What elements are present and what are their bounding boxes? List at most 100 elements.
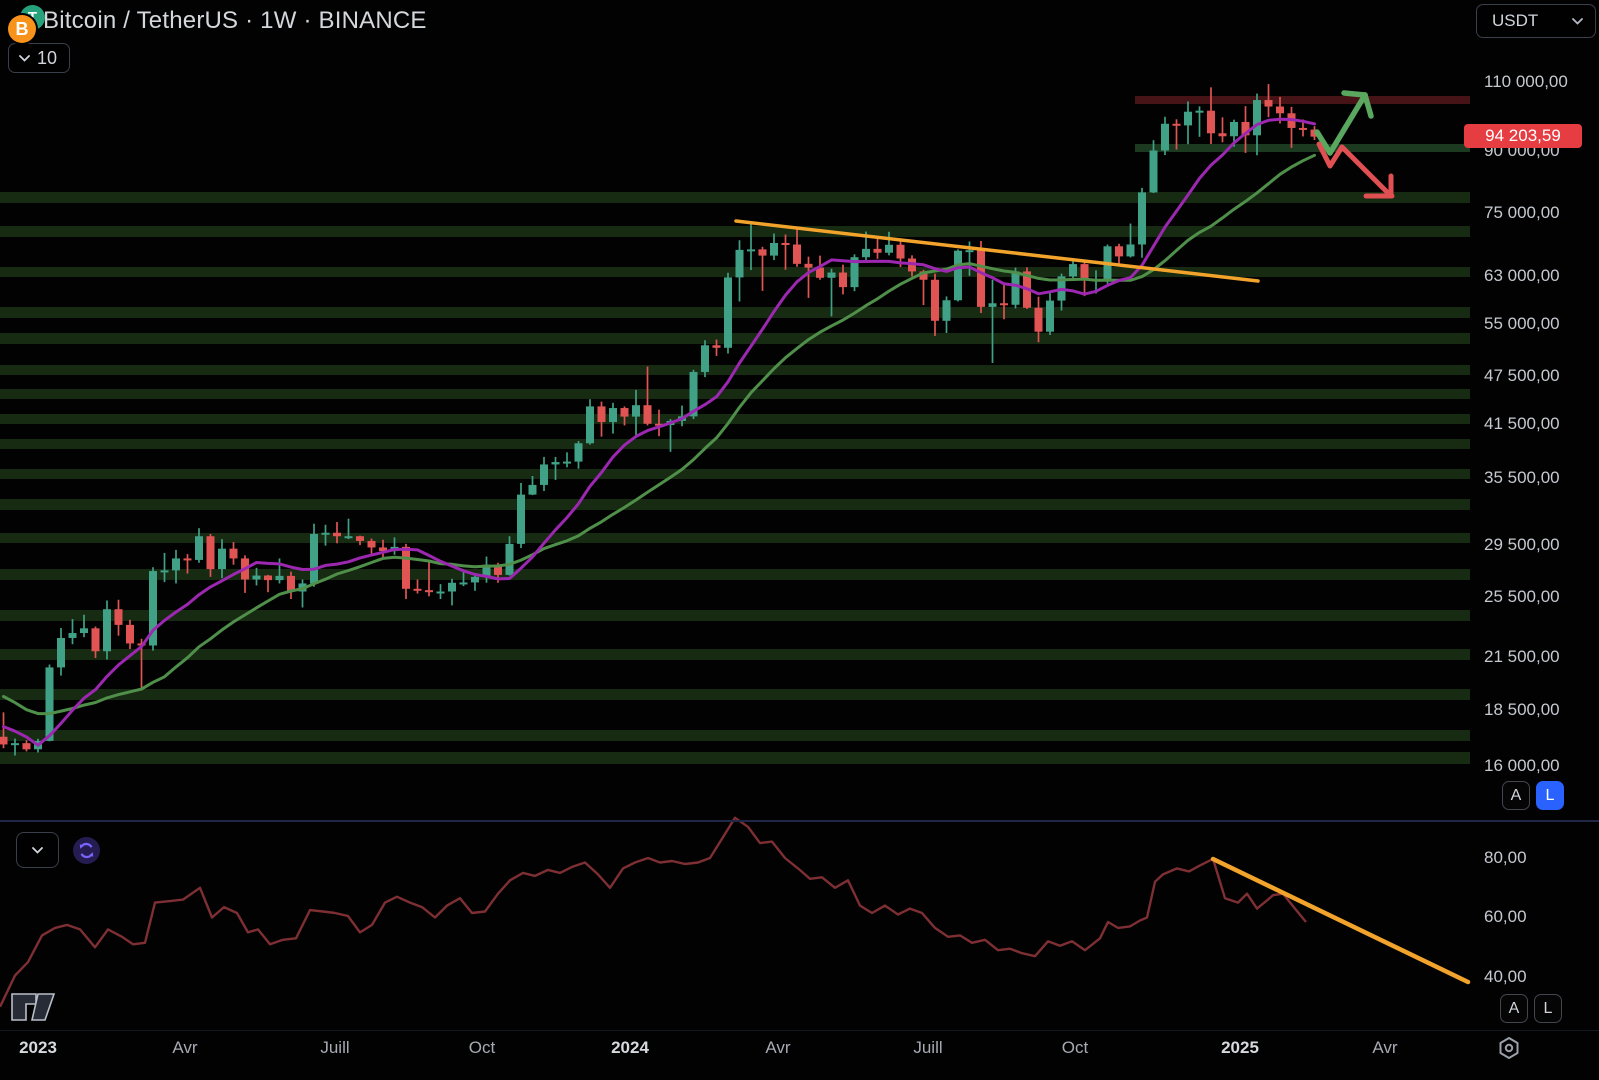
- candle: [839, 272, 847, 288]
- price-axis-label: 18 500,00: [1484, 700, 1560, 719]
- indicator-refresh-icon[interactable]: [73, 836, 100, 864]
- sr-stripe: [0, 414, 1470, 424]
- support-zone-90k[interactable]: [1135, 144, 1470, 152]
- trendline[interactable]: [734, 219, 1260, 283]
- candle: [1264, 100, 1273, 107]
- candle: [68, 633, 77, 638]
- sr-stripe: [0, 752, 1470, 764]
- candle: [1069, 264, 1077, 277]
- pane-divider[interactable]: [0, 820, 1599, 822]
- candle: [965, 250, 974, 253]
- candle: [91, 628, 100, 652]
- candle: [1115, 246, 1123, 257]
- candle: [1149, 150, 1158, 193]
- candle: [367, 540, 376, 548]
- auto-scale-button[interactable]: A: [1502, 781, 1530, 810]
- indicator-length-label: 10: [37, 47, 58, 68]
- settings-gear-icon[interactable]: [1496, 1036, 1522, 1060]
- sr-stripe: [0, 730, 1470, 741]
- candle: [701, 345, 709, 372]
- candle: [275, 575, 284, 581]
- rsi-trendline[interactable]: [1210, 856, 1471, 985]
- time-axis-label: 2023: [19, 1038, 57, 1057]
- symbol-title[interactable]: Bitcoin / TetherUS · 1W · BINANCE: [43, 7, 427, 34]
- candle: [781, 243, 790, 246]
- sr-stripe: [0, 569, 1470, 580]
- sr-stripe: [0, 439, 1470, 449]
- candle: [919, 271, 928, 280]
- candle: [0, 736, 8, 745]
- time-axis-label: 2025: [1221, 1038, 1259, 1057]
- currency-selector[interactable]: USDT: [1476, 4, 1596, 38]
- candle: [655, 423, 663, 426]
- price-axis-label: 16 000,00: [1484, 756, 1560, 775]
- candle: [873, 248, 882, 253]
- candle: [172, 558, 180, 571]
- lower-log-scale-button[interactable]: L: [1534, 994, 1562, 1023]
- sr-stripe: [0, 533, 1470, 543]
- candle: [643, 405, 652, 424]
- candle: [413, 588, 422, 591]
- candle: [425, 590, 433, 593]
- candle: [1207, 110, 1215, 134]
- candle: [1080, 264, 1089, 280]
- candle: [482, 564, 491, 577]
- ma-slow-line[interactable]: [2, 153, 1316, 716]
- candle: [896, 244, 905, 259]
- indicator-legend-button[interactable]: 10: [8, 43, 71, 73]
- ma-fast-line[interactable]: [2, 117, 1316, 747]
- indicator-axis-label: 40,00: [1484, 967, 1527, 986]
- candle: [517, 494, 525, 544]
- candle: [1195, 110, 1204, 113]
- candle: [712, 345, 721, 348]
- indicator-axis-label: 60,00: [1484, 907, 1527, 926]
- rsi-line: [0, 816, 1307, 1008]
- lower-auto-scale-button[interactable]: A: [1500, 994, 1528, 1023]
- pane-collapse-button[interactable]: [16, 832, 59, 868]
- candle: [885, 244, 893, 253]
- candle: [632, 405, 640, 417]
- candle: [379, 547, 387, 552]
- candle: [471, 576, 479, 583]
- candle: [1230, 121, 1238, 137]
- indicator-axis-label: 80,00: [1484, 848, 1527, 867]
- candle: [252, 575, 261, 580]
- candle: [195, 536, 203, 560]
- candle: [597, 406, 606, 423]
- candle: [1011, 271, 1020, 305]
- candle: [149, 571, 157, 646]
- time-axis-label: Oct: [468, 1038, 496, 1057]
- candle: [160, 570, 169, 573]
- price-axis-label: 25 500,00: [1484, 587, 1560, 606]
- candle: [287, 575, 295, 592]
- tradingview-logo[interactable]: [30, 993, 56, 1021]
- log-scale-button[interactable]: L: [1536, 781, 1564, 810]
- candle: [1241, 121, 1250, 136]
- candle: [689, 371, 698, 417]
- sr-stripe: [0, 649, 1470, 660]
- price-axis-label: 29 500,00: [1484, 535, 1560, 554]
- sr-stripe: [0, 499, 1470, 510]
- tradingview-logo[interactable]: [11, 993, 37, 1021]
- candle: [103, 609, 111, 652]
- price-axis-label: 41 500,00: [1484, 414, 1560, 433]
- candle: [1126, 244, 1135, 257]
- sr-stripe: [0, 267, 1470, 277]
- candle: [1046, 300, 1054, 332]
- resistance-zone[interactable]: [1135, 96, 1470, 104]
- candle: [931, 279, 939, 321]
- sr-stripe: [0, 333, 1470, 344]
- candle: [1000, 303, 1008, 306]
- candle: [505, 543, 514, 575]
- candle: [448, 582, 456, 592]
- time-axis-label: Avr: [1372, 1038, 1398, 1057]
- down-arrow-drawing[interactable]: [1316, 141, 1393, 198]
- sr-stripe: [0, 689, 1470, 700]
- candle: [183, 558, 192, 561]
- candle: [747, 249, 755, 252]
- candle: [758, 249, 767, 256]
- candle: [793, 244, 801, 264]
- candle: [1253, 100, 1261, 136]
- up-arrow-drawing[interactable]: [1314, 92, 1368, 156]
